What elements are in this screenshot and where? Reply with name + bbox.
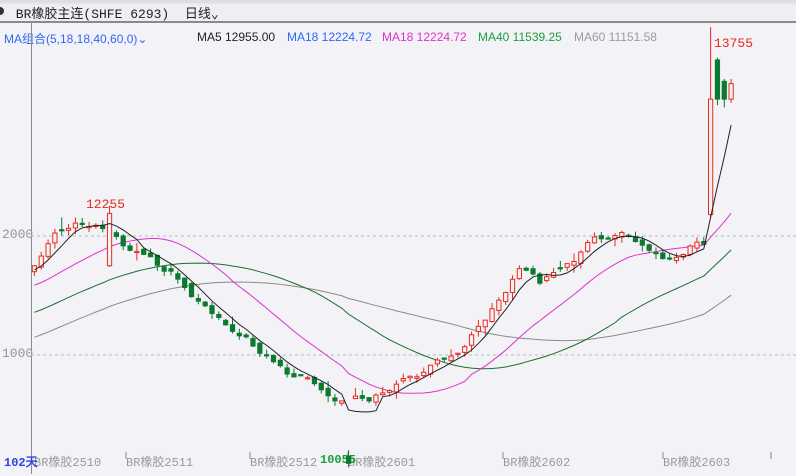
svg-text:12255: 12255 bbox=[86, 197, 125, 212]
svg-text:13755: 13755 bbox=[714, 36, 753, 51]
